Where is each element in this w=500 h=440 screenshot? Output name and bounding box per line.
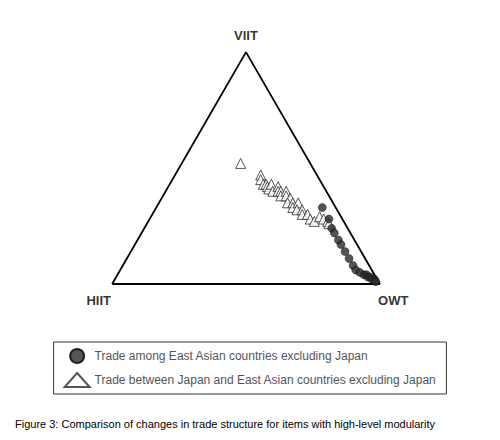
svg-text:HIIT: HIIT [86,293,111,308]
svg-text:Trade among East Asian countri: Trade among East Asian countries excludi… [95,349,368,363]
svg-text:OWT: OWT [378,293,408,308]
svg-text:Trade between Japan and East A: Trade between Japan and East Asian count… [95,373,436,387]
svg-text:Figure 3: Comparison of change: Figure 3: Comparison of changes in trade… [15,418,436,430]
svg-text:VIIT: VIIT [234,28,258,43]
